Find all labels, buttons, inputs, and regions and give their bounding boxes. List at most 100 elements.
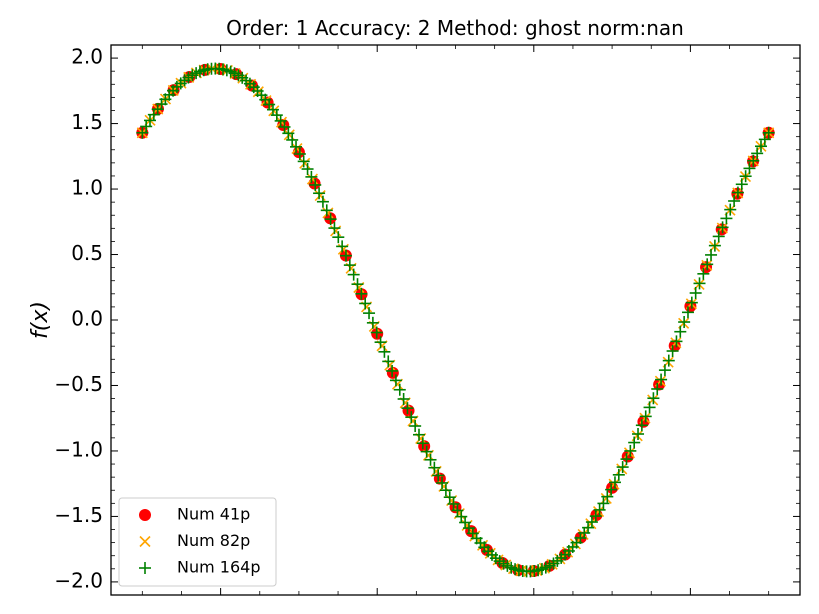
y-tick-label: −2.0 bbox=[54, 568, 103, 592]
data-point bbox=[324, 213, 337, 226]
data-point bbox=[628, 436, 641, 449]
data-point bbox=[336, 240, 349, 253]
data-point bbox=[274, 114, 287, 127]
x-marker-stroke bbox=[492, 554, 504, 566]
y-tick-label: 1.5 bbox=[71, 110, 103, 134]
series-layer bbox=[136, 62, 775, 578]
data-point bbox=[653, 378, 666, 391]
data-point bbox=[735, 178, 748, 191]
data-point bbox=[339, 249, 352, 262]
data-point bbox=[620, 453, 633, 466]
x-marker-stroke bbox=[291, 143, 303, 155]
legend-label: Num 82p bbox=[177, 531, 250, 550]
data-point bbox=[420, 445, 433, 458]
data-point bbox=[451, 504, 464, 517]
data-point bbox=[681, 306, 694, 319]
data-point bbox=[359, 297, 372, 310]
legend-marker bbox=[139, 509, 151, 521]
data-point bbox=[705, 248, 718, 261]
data-point bbox=[439, 484, 452, 497]
data-point bbox=[366, 316, 379, 329]
y-tick-label: 0.5 bbox=[71, 241, 103, 265]
data-point bbox=[328, 222, 341, 235]
y-axis-label: f(x) bbox=[28, 301, 53, 339]
x-marker-stroke bbox=[476, 539, 489, 551]
x-marker-stroke bbox=[268, 105, 280, 117]
x-marker-stroke bbox=[484, 547, 496, 559]
data-point bbox=[389, 374, 402, 387]
data-point bbox=[651, 382, 664, 395]
data-point bbox=[739, 170, 752, 183]
data-point bbox=[484, 547, 496, 559]
data-point bbox=[700, 261, 713, 274]
x-marker-stroke bbox=[500, 559, 512, 571]
legend-label: Num 164p bbox=[177, 558, 260, 577]
data-point bbox=[443, 491, 456, 504]
data-point bbox=[693, 277, 706, 290]
y-axis-label-text: f(x) bbox=[28, 301, 53, 339]
data-point bbox=[428, 461, 441, 474]
data-point bbox=[320, 204, 333, 217]
data-point bbox=[662, 354, 675, 367]
data-point bbox=[747, 154, 760, 167]
legend-label: Num 41p bbox=[177, 505, 250, 524]
x-marker-stroke bbox=[299, 157, 311, 169]
data-point bbox=[313, 187, 326, 200]
y-tick-label: 2.0 bbox=[71, 45, 103, 69]
data-point bbox=[685, 296, 698, 309]
data-point bbox=[701, 258, 714, 271]
data-point bbox=[378, 345, 391, 358]
y-tick-label: −1.5 bbox=[54, 503, 103, 527]
data-point bbox=[424, 453, 437, 466]
data-point bbox=[405, 411, 418, 424]
data-point bbox=[751, 147, 764, 160]
data-point bbox=[632, 428, 645, 441]
data-point bbox=[370, 326, 383, 339]
data-point bbox=[449, 501, 462, 514]
data-point bbox=[624, 444, 637, 457]
data-point bbox=[728, 194, 741, 207]
data-point bbox=[621, 450, 634, 463]
y-ticks: −2.0 −1.5 −1.0 −0.5 0.0 0.5 1.0 1.5 2.0 bbox=[54, 45, 800, 596]
legend-marker bbox=[139, 562, 151, 574]
data-point bbox=[639, 410, 652, 423]
data-point bbox=[616, 461, 629, 474]
data-point bbox=[708, 239, 721, 252]
data-point bbox=[689, 286, 702, 299]
data-point bbox=[762, 126, 775, 139]
data-point bbox=[758, 133, 771, 146]
chart-title: Order: 1 Accuracy: 2 Method: ghost norm:… bbox=[226, 16, 684, 40]
data-point bbox=[351, 278, 364, 291]
data-point bbox=[432, 469, 445, 482]
data-point bbox=[282, 127, 295, 140]
data-point bbox=[666, 345, 679, 358]
data-point bbox=[743, 162, 756, 175]
y-tick-label: 0.0 bbox=[71, 307, 103, 331]
data-point bbox=[655, 373, 668, 386]
legend: Num 41p Num 82p Num 164p bbox=[118, 497, 277, 587]
x-ticks bbox=[141, 45, 770, 595]
y-tick-label: −0.5 bbox=[54, 372, 103, 396]
data-point bbox=[597, 497, 610, 510]
data-point bbox=[635, 419, 648, 432]
data-point bbox=[286, 133, 299, 146]
data-point bbox=[608, 476, 621, 489]
data-point bbox=[720, 212, 733, 225]
data-point bbox=[397, 392, 410, 405]
data-point bbox=[409, 420, 422, 433]
data-point bbox=[612, 468, 625, 481]
data-point bbox=[668, 339, 681, 352]
data-point bbox=[605, 483, 618, 496]
data-point bbox=[674, 325, 687, 338]
data-point bbox=[716, 221, 729, 234]
data-point bbox=[297, 155, 310, 168]
data-point bbox=[754, 140, 767, 153]
data-point bbox=[363, 307, 376, 320]
data-point bbox=[401, 402, 414, 415]
data-point bbox=[316, 195, 329, 208]
data-point bbox=[436, 476, 449, 489]
x-marker-stroke bbox=[306, 173, 319, 185]
data-point bbox=[724, 203, 737, 216]
data-point bbox=[332, 231, 345, 244]
